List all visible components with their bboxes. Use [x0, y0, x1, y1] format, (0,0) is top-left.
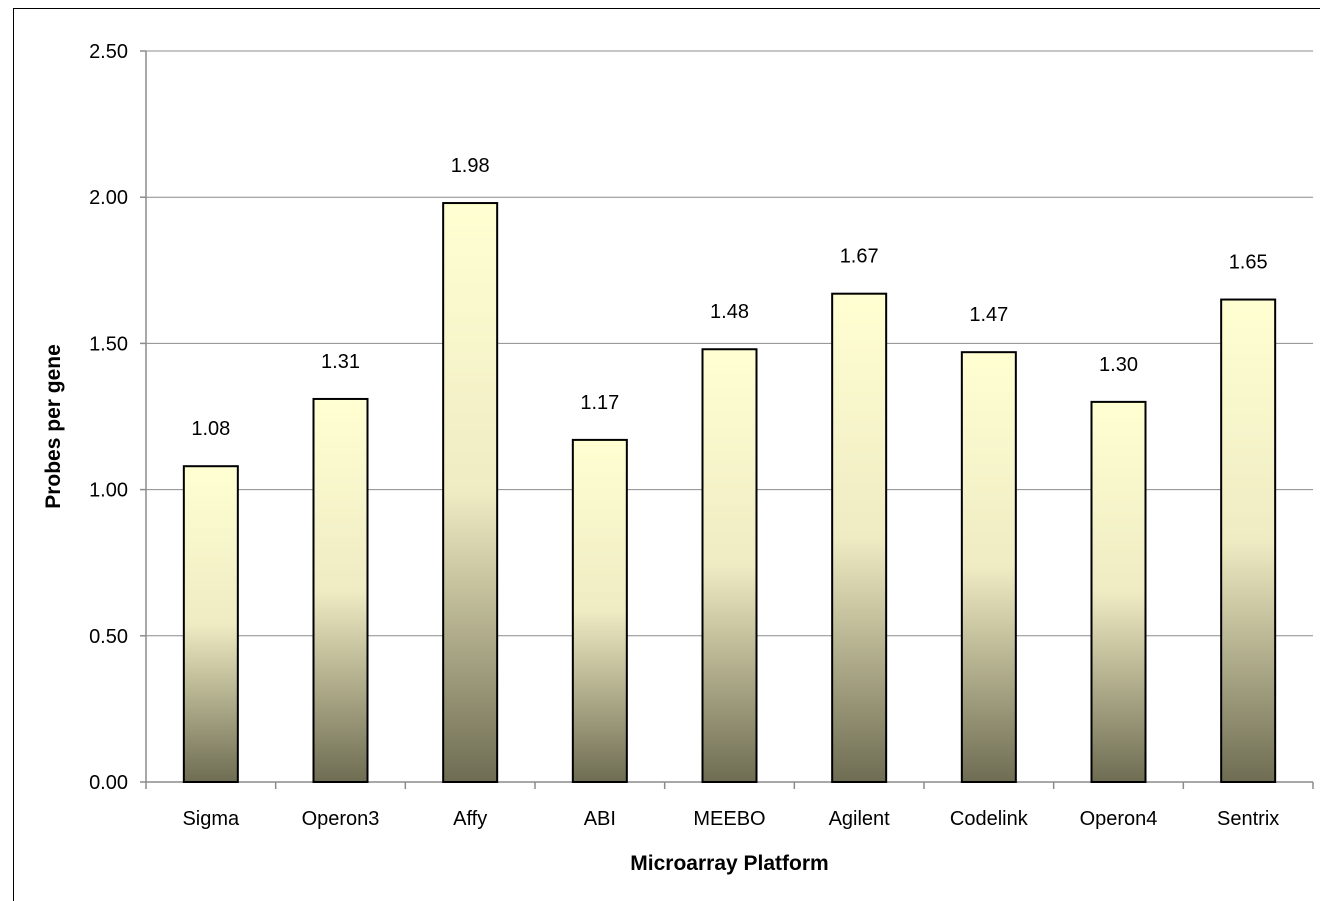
bar-agilent	[831, 292, 888, 783]
x-tick-label: Agilent	[829, 808, 891, 830]
x-tick-label: Operon3	[302, 808, 380, 830]
bar-abi	[571, 438, 628, 783]
x-tick-label: Sentrix	[1217, 808, 1279, 830]
x-tick-label: Codelink	[950, 808, 1029, 830]
bar-codelink	[960, 351, 1017, 783]
x-tick-label: Operon4	[1080, 808, 1158, 830]
x-tick-label: ABI	[584, 808, 616, 830]
data-label: 1.65	[1229, 252, 1268, 274]
y-tick-label: 0.50	[89, 626, 128, 648]
bar-affy	[442, 202, 499, 784]
x-axis-title: Microarray Platform	[630, 852, 828, 875]
bars	[182, 202, 1277, 784]
bar-operon4	[1090, 400, 1147, 783]
bar-sigma	[182, 465, 239, 783]
y-tick-label: 0.00	[89, 772, 128, 794]
data-label: 1.08	[191, 418, 230, 440]
data-label: 1.31	[321, 351, 360, 373]
chart-frame	[13, 8, 1320, 901]
y-tick-label: 2.00	[89, 187, 128, 209]
data-label: 1.47	[969, 304, 1008, 326]
bar-operon3	[312, 397, 369, 783]
y-tick-labels: 0.00 0.50 1.00 1.50 2.00 2.50	[89, 41, 128, 794]
y-axis-title: Probes per gene	[42, 344, 65, 509]
x-tick-label: MEEBO	[693, 808, 765, 830]
y-tick-label: 1.00	[89, 480, 128, 502]
y-tick-label: 1.50	[89, 333, 128, 355]
x-tick-label: Affy	[453, 808, 487, 830]
data-label: 1.30	[1099, 354, 1138, 376]
x-tick-labels: Sigma Operon3 Affy ABI MEEBO Agilent Codelink O…	[182, 808, 1279, 830]
data-label: 1.17	[580, 392, 619, 414]
data-label: 1.98	[451, 155, 490, 177]
bar-meebo	[701, 348, 758, 783]
x-tick-label: Sigma	[182, 808, 240, 830]
data-labels: 1.08 1.31 1.98 1.17 1.48 1.67 1.47 1.30 1.65	[191, 155, 1267, 440]
bar-sentrix	[1220, 298, 1277, 783]
data-label: 1.48	[710, 301, 749, 323]
y-tick-label: 2.50	[89, 41, 128, 63]
data-label: 1.67	[840, 246, 879, 268]
